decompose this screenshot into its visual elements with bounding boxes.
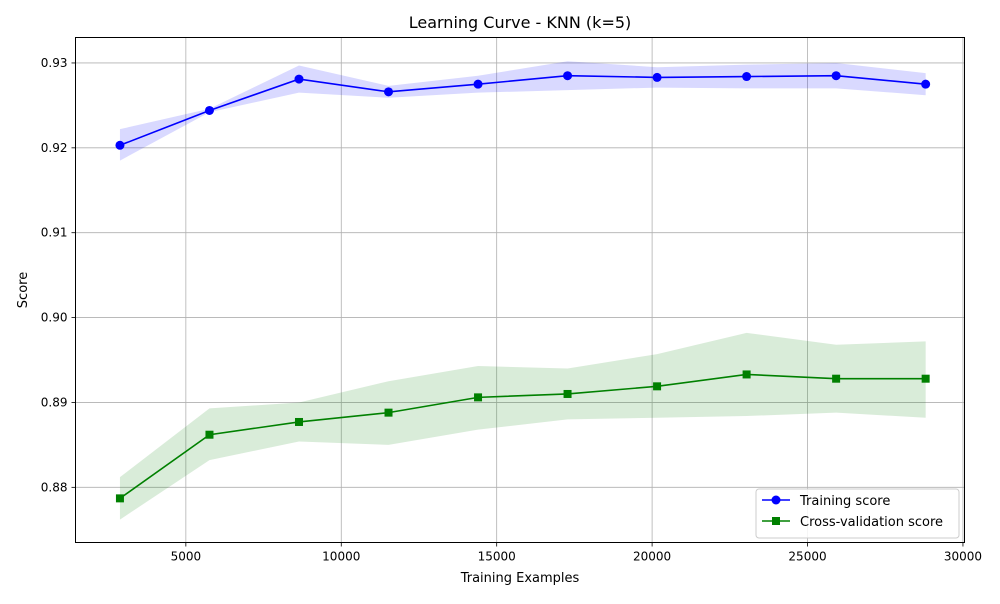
legend-training-label: Training score	[799, 494, 890, 509]
cv-band	[119, 332, 926, 520]
cv-point	[742, 370, 751, 379]
y-tick-label: 0.93	[41, 56, 68, 70]
grid-lines	[75, 37, 965, 543]
training-point	[742, 72, 752, 82]
legend-cv-marker	[772, 517, 780, 525]
training-point	[831, 71, 841, 81]
training-point	[294, 74, 304, 84]
cv-point	[832, 374, 841, 383]
legend-training-marker	[771, 495, 781, 505]
legend-box	[755, 488, 960, 539]
x-tick-label: 5000	[171, 550, 202, 564]
training-point	[384, 87, 394, 97]
y-tick-label: 0.89	[41, 395, 68, 409]
x-tick-label: 10000	[322, 550, 360, 564]
y-axis-label: Score	[16, 272, 31, 308]
series-markers	[115, 71, 931, 503]
y-tick-label: 0.92	[41, 141, 68, 155]
x-axis-ticks: 5000 10000 15000 20000 25000 30000	[171, 542, 982, 564]
cv-point	[653, 382, 662, 391]
cv-line	[119, 373, 926, 500]
x-tick-label: 25000	[788, 550, 826, 564]
cv-point	[205, 430, 214, 439]
y-tick-label: 0.88	[41, 480, 68, 494]
chart-title: Learning Curve - KNN (k=5)	[409, 13, 632, 32]
training-point	[652, 72, 662, 82]
cv-point	[563, 389, 572, 398]
plot-frame	[75, 37, 965, 543]
x-tick-label: 30000	[944, 550, 982, 564]
training-point	[473, 79, 483, 89]
training-band	[119, 61, 926, 161]
cv-point	[474, 393, 483, 402]
y-axis-ticks: 0.88 0.89 0.90 0.91 0.92 0.93	[41, 56, 76, 494]
training-point	[921, 79, 931, 89]
x-tick-label: 20000	[633, 550, 671, 564]
training-line	[119, 74, 926, 147]
confidence-bands	[119, 61, 926, 520]
y-tick-label: 0.90	[41, 311, 68, 325]
series-lines	[119, 74, 926, 500]
cv-point	[294, 417, 303, 426]
cv-point	[115, 494, 124, 503]
legend-cv-label: Cross-validation score	[800, 515, 943, 530]
x-axis-label: Training Examples	[460, 571, 580, 586]
chart-legend: Training score Cross-validation score	[755, 488, 960, 539]
training-point	[563, 71, 573, 81]
y-tick-label: 0.91	[41, 226, 68, 240]
x-tick-label: 15000	[478, 550, 516, 564]
training-point	[204, 105, 214, 115]
training-point	[115, 140, 125, 150]
cv-point	[384, 408, 393, 417]
cv-point	[921, 374, 930, 383]
